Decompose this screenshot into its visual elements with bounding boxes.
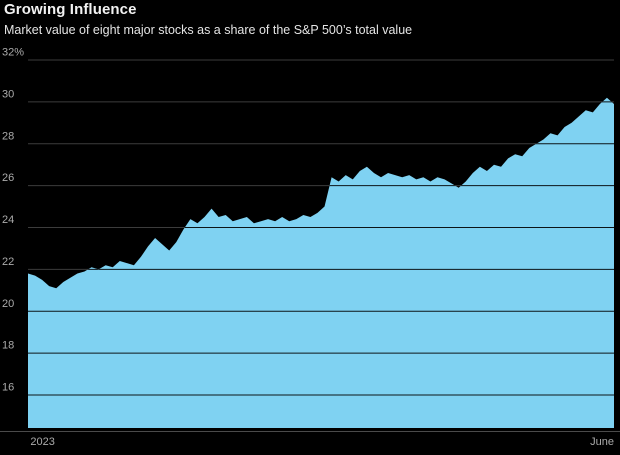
chart-title: Growing Influence xyxy=(4,1,137,18)
y-tick-label: 32% xyxy=(2,47,24,59)
y-tick-label: 22 xyxy=(2,256,14,268)
x-tick-label: 2023 xyxy=(30,436,54,448)
y-tick-label: 16 xyxy=(2,382,14,394)
y-tick-label: 24 xyxy=(2,214,14,226)
y-tick-label: 26 xyxy=(2,172,14,184)
y-tick-label: 30 xyxy=(2,88,14,100)
x-tick-label: June xyxy=(590,436,614,448)
y-tick-label: 28 xyxy=(2,130,14,142)
y-tick-label: 20 xyxy=(2,298,14,310)
area-series xyxy=(28,97,614,428)
y-tick-label: 18 xyxy=(2,340,14,352)
chart-subtitle: Market value of eight major stocks as a … xyxy=(4,23,413,37)
